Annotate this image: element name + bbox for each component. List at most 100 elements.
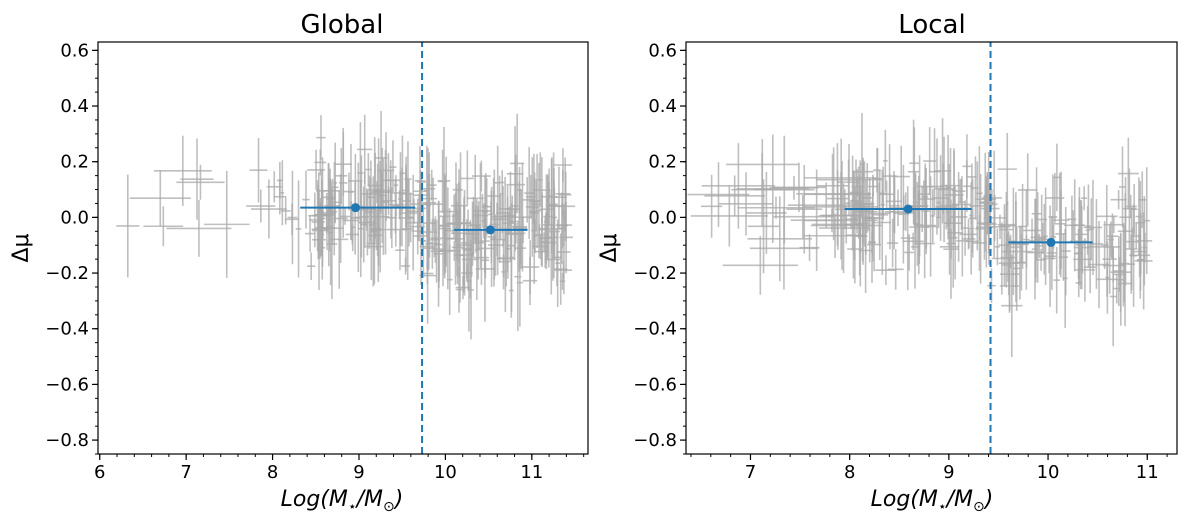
y-tick-label: −0.2 (633, 263, 677, 284)
error-bar (773, 194, 833, 239)
error-bar (1030, 192, 1045, 283)
binned-means (844, 204, 1093, 247)
binned-mean (454, 225, 528, 235)
error-bar (753, 135, 815, 244)
error-bar (249, 138, 268, 203)
error-bar (500, 185, 506, 247)
error-bar (1118, 146, 1127, 228)
error-bar (909, 127, 920, 200)
error-bar (860, 192, 878, 231)
x-axis-ticks: 7 8 9 10 11 (690, 454, 1168, 483)
error-bar (1084, 241, 1097, 294)
y-tick-label: 0.6 (648, 40, 677, 61)
x-axis-label-part: ) (393, 487, 404, 512)
error-bar (1053, 246, 1061, 314)
error-bar (302, 170, 310, 229)
x-axis-label: Log(M⋆/M⊙) (871, 487, 994, 515)
error-bar (460, 150, 474, 207)
error-bar (116, 174, 140, 278)
error-bar (799, 234, 820, 262)
error-bar (439, 187, 456, 290)
y-tick-label: −0.6 (633, 374, 677, 395)
error-bar (1122, 168, 1136, 249)
error-bar (401, 174, 411, 228)
x-tick-label: 11 (1136, 462, 1159, 483)
x-axis-label-part: /M (355, 487, 383, 512)
error-bar (1103, 216, 1125, 234)
error-bar (1017, 234, 1026, 291)
error-bar (556, 171, 576, 241)
y-tick-label: 0.6 (60, 40, 89, 61)
error-bar (1143, 167, 1150, 275)
y-tick-label: 0.0 (648, 207, 677, 228)
error-bar (687, 162, 750, 227)
error-bar (1023, 189, 1030, 290)
error-bar (559, 272, 566, 290)
x-tick-label: 10 (434, 462, 457, 483)
error-bar (1113, 256, 1126, 292)
y-tick-label: −0.6 (45, 374, 89, 395)
error-bar (473, 193, 491, 228)
y-axis-ticks: 0.6 0.4 0.2 0.0 −0.2 −0.4 −0.6 −0.8 (633, 40, 686, 455)
error-bar (936, 206, 942, 229)
error-bar (437, 126, 451, 235)
error-bar (940, 147, 961, 224)
error-bar (287, 170, 298, 265)
x-axis-label-part: /M (945, 487, 973, 512)
error-bar (1013, 225, 1021, 311)
error-bar (506, 126, 524, 222)
error-bar (887, 249, 904, 290)
binned-mean (300, 203, 416, 213)
error-bar (537, 152, 543, 208)
error-bars (687, 112, 1153, 357)
panel-local: Local 0.6 0.4 0.2 0.0 −0.2 −0.4 −0.6 −0.8 7 8 9 10… (597, 10, 1178, 515)
mean-point (485, 225, 495, 235)
error-bar (350, 181, 361, 255)
error-bar (855, 160, 866, 254)
x-tick-label: 10 (1037, 462, 1060, 483)
y-axis-label: Δμ (597, 233, 622, 262)
error-bar (470, 205, 481, 245)
error-bar (981, 189, 1002, 207)
y-tick-label: 0.2 (648, 152, 677, 173)
x-tick-label: 6 (94, 462, 105, 483)
mean-point (903, 204, 913, 214)
error-bar (886, 218, 899, 268)
error-bar (491, 175, 508, 263)
error-bar (501, 254, 506, 290)
error-bar (962, 229, 976, 249)
error-bar (879, 166, 887, 220)
error-bar (1100, 221, 1109, 270)
error-bar (981, 183, 997, 265)
error-bar (401, 257, 411, 275)
error-bar (419, 224, 435, 269)
error-bar (747, 196, 813, 282)
error-bar (554, 260, 573, 280)
error-bar (1017, 153, 1038, 227)
error-bar (861, 178, 878, 263)
error-bar (885, 170, 903, 232)
error-bar (968, 182, 975, 275)
y-tick-label: −0.4 (45, 319, 89, 340)
error-bar (324, 196, 340, 216)
panel-title: Local (898, 10, 965, 40)
error-bar (875, 255, 897, 286)
error-bar (545, 225, 559, 249)
error-bar (333, 173, 348, 263)
error-bar (1000, 233, 1016, 282)
error-bar (386, 187, 398, 249)
error-bar (129, 170, 191, 227)
error-bar (902, 232, 924, 251)
error-bar (483, 173, 489, 240)
x-axis-label-part: ) (983, 487, 994, 512)
error-bar (496, 230, 516, 287)
error-bar (873, 170, 892, 275)
error-bar (538, 217, 546, 240)
error-bar (930, 189, 936, 243)
error-bar (1073, 205, 1090, 290)
error-bar (722, 235, 798, 295)
error-bar (851, 176, 864, 197)
error-bar (404, 141, 412, 217)
error-bar (933, 163, 953, 214)
error-bar (1081, 186, 1088, 211)
